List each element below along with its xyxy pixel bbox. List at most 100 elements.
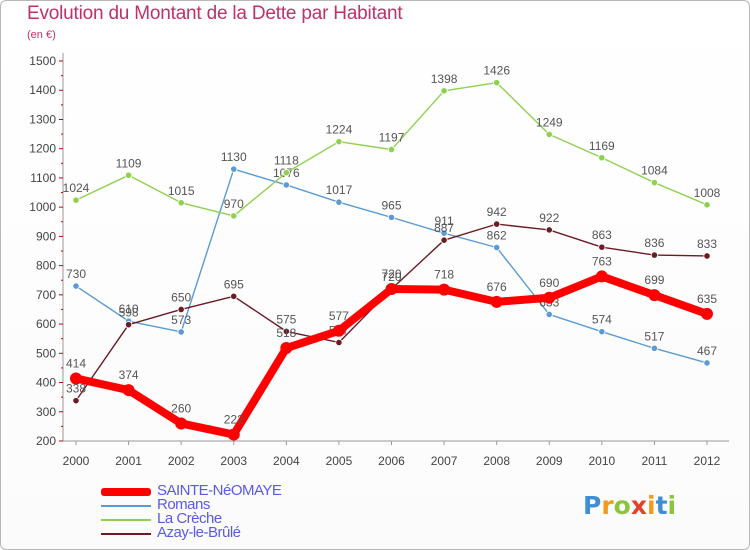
data-point (124, 171, 133, 179)
x-tick-label: 2003 (220, 454, 247, 468)
data-point (598, 154, 606, 162)
legend-swatch (101, 505, 151, 507)
data-label: 635 (697, 292, 717, 306)
data-point (595, 270, 608, 283)
logo-letter: r (601, 491, 614, 520)
data-label: 763 (592, 254, 612, 268)
data-label: 1224 (326, 123, 353, 137)
data-point (648, 289, 661, 302)
data-label: 260 (171, 401, 191, 415)
data-label: 887 (434, 221, 454, 235)
data-label: 720 (381, 270, 401, 284)
data-label: 1015 (168, 184, 195, 198)
y-tick-label: 1500 (29, 54, 56, 68)
data-point (230, 212, 238, 220)
series-line (75, 223, 708, 402)
data-label: 467 (697, 344, 717, 358)
data-label: 911 (435, 214, 454, 228)
data-label: 518 (276, 326, 296, 340)
data-label: 730 (66, 267, 86, 281)
data-point (440, 236, 448, 244)
data-label: 1197 (379, 131, 405, 145)
x-tick-label: 2005 (326, 454, 353, 468)
data-label: 862 (487, 228, 507, 242)
y-tick-label: 200 (36, 434, 56, 448)
data-point (282, 169, 290, 177)
x-tick-label: 2004 (273, 454, 300, 468)
data-label: 1084 (641, 164, 668, 178)
proxiti-logo: Proxiti (583, 491, 676, 520)
data-point (493, 79, 501, 87)
data-point (124, 321, 133, 329)
data-label: 676 (487, 280, 507, 294)
y-tick-label: 1200 (29, 142, 56, 156)
legend-swatch (101, 533, 151, 535)
data-point (650, 251, 659, 259)
data-label: 1169 (589, 139, 615, 153)
data-point (545, 226, 553, 234)
data-point (282, 327, 290, 335)
legend-label: Romans (157, 496, 210, 513)
y-tick-label: 1100 (30, 171, 56, 185)
data-point (493, 220, 501, 228)
data-point (543, 291, 556, 304)
logo-letter: x (630, 491, 647, 520)
data-point (335, 338, 343, 347)
x-tick-label: 2010 (588, 454, 615, 468)
logo-letter: o (613, 491, 631, 520)
data-point (387, 213, 396, 221)
data-point (490, 295, 503, 308)
data-label: 222 (224, 413, 244, 427)
y-tick-label: 800 (36, 259, 56, 273)
x-tick-label: 2007 (431, 454, 458, 468)
x-tick-label: 2006 (378, 454, 405, 468)
data-point (440, 229, 448, 237)
data-point (230, 292, 238, 300)
data-label: 1024 (63, 181, 90, 195)
data-label: 836 (644, 236, 664, 250)
logo-letter: i (647, 491, 656, 520)
data-label: 833 (697, 237, 717, 251)
x-tick-label: 2001 (115, 454, 142, 468)
data-label: 574 (592, 313, 612, 327)
chart-title: Evolution du Montant de la Dette par Hab… (27, 3, 403, 24)
x-tick-label: 2011 (642, 454, 668, 468)
legend-label: SAINTE-NéOMAYE (157, 482, 282, 499)
y-tick-label: 300 (36, 405, 56, 419)
data-label: 610 (119, 302, 139, 316)
data-label: 577 (329, 309, 349, 323)
data-point (703, 201, 711, 209)
logo-letter: i (667, 491, 677, 520)
data-label: 970 (224, 197, 244, 211)
data-point (650, 344, 659, 352)
x-tick-label: 2002 (168, 454, 195, 468)
data-point (72, 397, 80, 405)
data-label: 699 (644, 273, 664, 287)
data-point (177, 199, 185, 207)
data-label: 1118 (274, 154, 299, 168)
data-point (650, 179, 659, 187)
legend-swatch (101, 488, 151, 496)
data-point (177, 328, 185, 336)
data-label: 720 (381, 267, 401, 281)
data-label: 863 (592, 228, 612, 242)
data-point (70, 372, 82, 385)
data-point (227, 428, 240, 441)
legend-label: Azay-le-Brûlé (157, 524, 241, 541)
data-point (282, 181, 290, 189)
logo-letter: t (655, 491, 668, 520)
x-tick-label: 2012 (694, 454, 721, 468)
data-point (332, 324, 345, 337)
data-point (701, 307, 713, 320)
x-tick-label: 2000 (63, 454, 90, 468)
data-point (335, 198, 343, 206)
data-label: 1130 (221, 150, 247, 164)
y-tick-label: 1300 (29, 112, 56, 126)
data-point (598, 328, 606, 336)
legend-swatch (101, 519, 151, 521)
x-tick-label: 2008 (483, 454, 510, 468)
data-label: 1017 (326, 183, 353, 197)
data-label: 718 (434, 268, 454, 282)
data-point (122, 384, 135, 397)
data-point (72, 196, 80, 204)
